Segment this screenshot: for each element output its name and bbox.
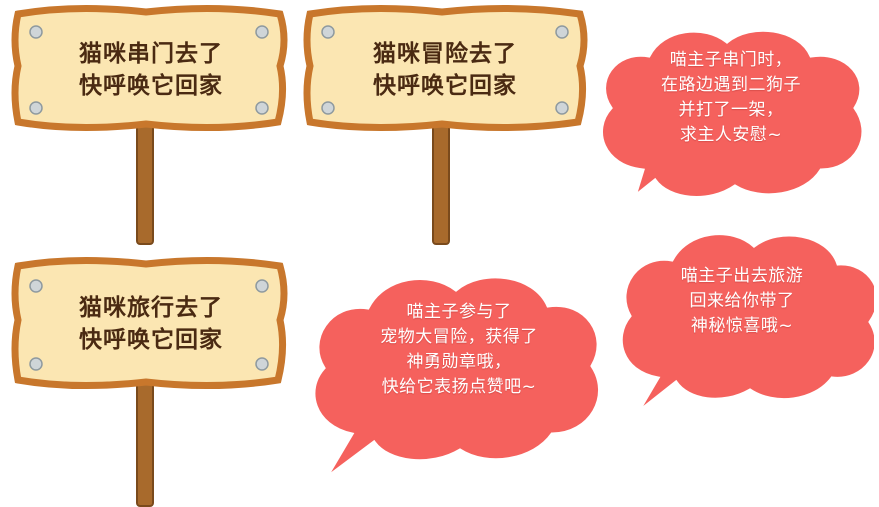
signpost-visiting-graphic — [11, 4, 288, 245]
signpost-travel-graphic — [11, 256, 288, 507]
bubble-line: 喵主子参与了 — [406, 302, 512, 322]
bubble-line: 喵主子串门时， — [669, 50, 793, 70]
signpost-adventure: 猫咪冒险去了 快呼唤它回家 — [300, 0, 590, 250]
sign-line-1: 猫咪串门去了 — [79, 41, 223, 67]
speech-bubble-travel: 喵主子出去旅游 回来给你带了 神秘惊喜哦~ — [608, 222, 874, 422]
signpost-visiting: 猫咪串门去了 快呼唤它回家 — [6, 0, 296, 250]
signpost-travel: 猫咪旅行去了 快呼唤它回家 — [6, 254, 296, 507]
bubble-line: 快给它表扬点赞吧~ — [381, 377, 537, 397]
sign-line-1: 猫咪冒险去了 — [373, 41, 517, 67]
bubble-line: 求主人安慰~ — [679, 125, 783, 145]
cloud-bubble-shape — [312, 275, 602, 480]
bubble-line: 回来给你带了 — [689, 291, 795, 311]
bubble-line: 宠物大冒险，获得了 — [380, 327, 538, 347]
cloud-bubble-shape — [619, 232, 874, 414]
sign-line-2: 快呼唤它回家 — [373, 73, 517, 99]
sign-line-2: 快呼唤它回家 — [79, 327, 223, 353]
speech-bubble-adventure: 喵主子参与了 宠物大冒险，获得了 神勇勋章哦， 快给它表扬点赞吧~ — [300, 262, 610, 487]
signpost-adventure-graphic — [303, 4, 588, 245]
speech-bubble-visit: 喵主子串门时， 在路边遇到二狗子 并打了一架， 求主人安慰~ — [585, 20, 875, 220]
cloud-bubble-shape — [600, 28, 865, 201]
bubble-line: 并打了一架， — [678, 100, 784, 120]
bubble-line: 神勇勋章哦， — [406, 352, 512, 372]
sign-line-2: 快呼唤它回家 — [79, 73, 223, 99]
sign-line-1: 猫咪旅行去了 — [79, 295, 223, 321]
bubble-line: 神秘惊喜哦~ — [690, 316, 794, 336]
bubble-line: 喵主子出去旅游 — [680, 266, 804, 286]
bubble-line: 在路边遇到二狗子 — [661, 75, 801, 95]
